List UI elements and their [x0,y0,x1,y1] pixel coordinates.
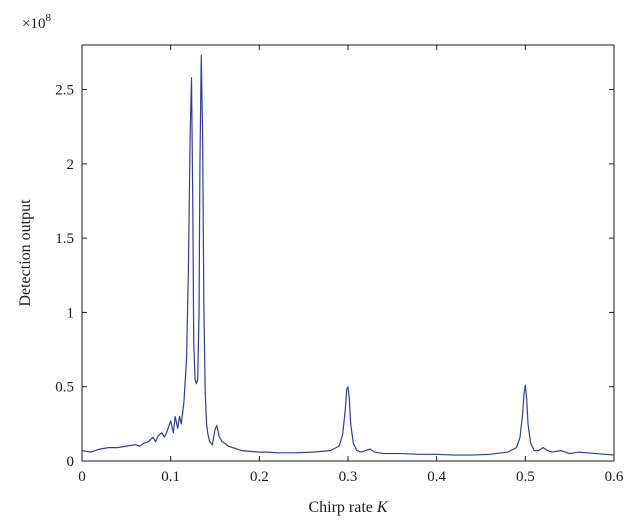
x-axis-label-variable: K [376,499,389,516]
x-tick-label: 0.4 [427,469,446,485]
x-tick-label: 0.5 [516,469,535,485]
y-tick-label: 2.5 [55,83,74,99]
x-tick-label: 0 [78,469,86,485]
y-tick-label: 2 [67,157,75,173]
x-tick-label: 0.1 [161,469,180,485]
y-axis-ticks: 0 0.5 1 1.5 2 2.5 [55,83,614,470]
x-axis-label-text: Chirp rate [308,499,372,516]
y-tick-label: 0 [67,454,75,470]
y-tick-label: 0.5 [55,380,74,396]
y-multiplier-base: ×10 [22,16,45,32]
series-line [81,54,615,456]
y-multiplier-exponent: 8 [45,12,51,24]
plot-frame [81,44,615,462]
y-axis-label: Detection output [17,199,34,307]
x-axis-ticks: 0 0.1 0.2 0.3 0.4 0.5 0.6 [78,45,624,485]
y-tick-label: 1 [67,305,75,321]
y-tick-label: 1.5 [55,231,74,247]
x-axis-label: Chirp rate K [308,499,388,516]
x-tick-label: 0.3 [339,469,358,485]
x-tick-label: 0.2 [250,469,269,485]
y-multiplier: ×108 [22,12,51,32]
x-tick-label: 0.6 [605,469,624,485]
